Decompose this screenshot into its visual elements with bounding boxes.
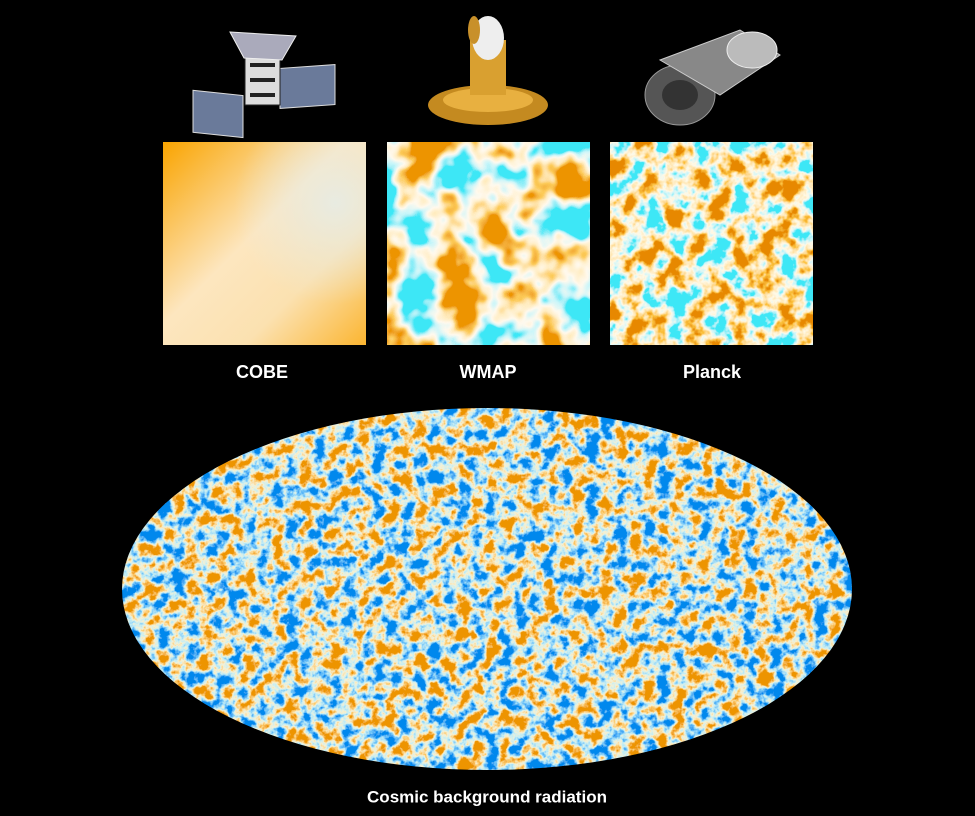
panel-label: WMAP bbox=[460, 362, 517, 382]
panel-label: Planck bbox=[683, 362, 742, 382]
panel-label: COBE bbox=[236, 362, 288, 382]
sky-map bbox=[122, 408, 852, 770]
planck-satellite bbox=[644, 29, 781, 126]
cobe-satellite bbox=[192, 31, 336, 139]
wmap-map bbox=[387, 142, 590, 345]
cobe-map bbox=[163, 142, 366, 345]
wmap-satellite bbox=[428, 16, 548, 125]
caption: Cosmic background radiation bbox=[367, 787, 607, 806]
planck-map bbox=[610, 142, 813, 345]
